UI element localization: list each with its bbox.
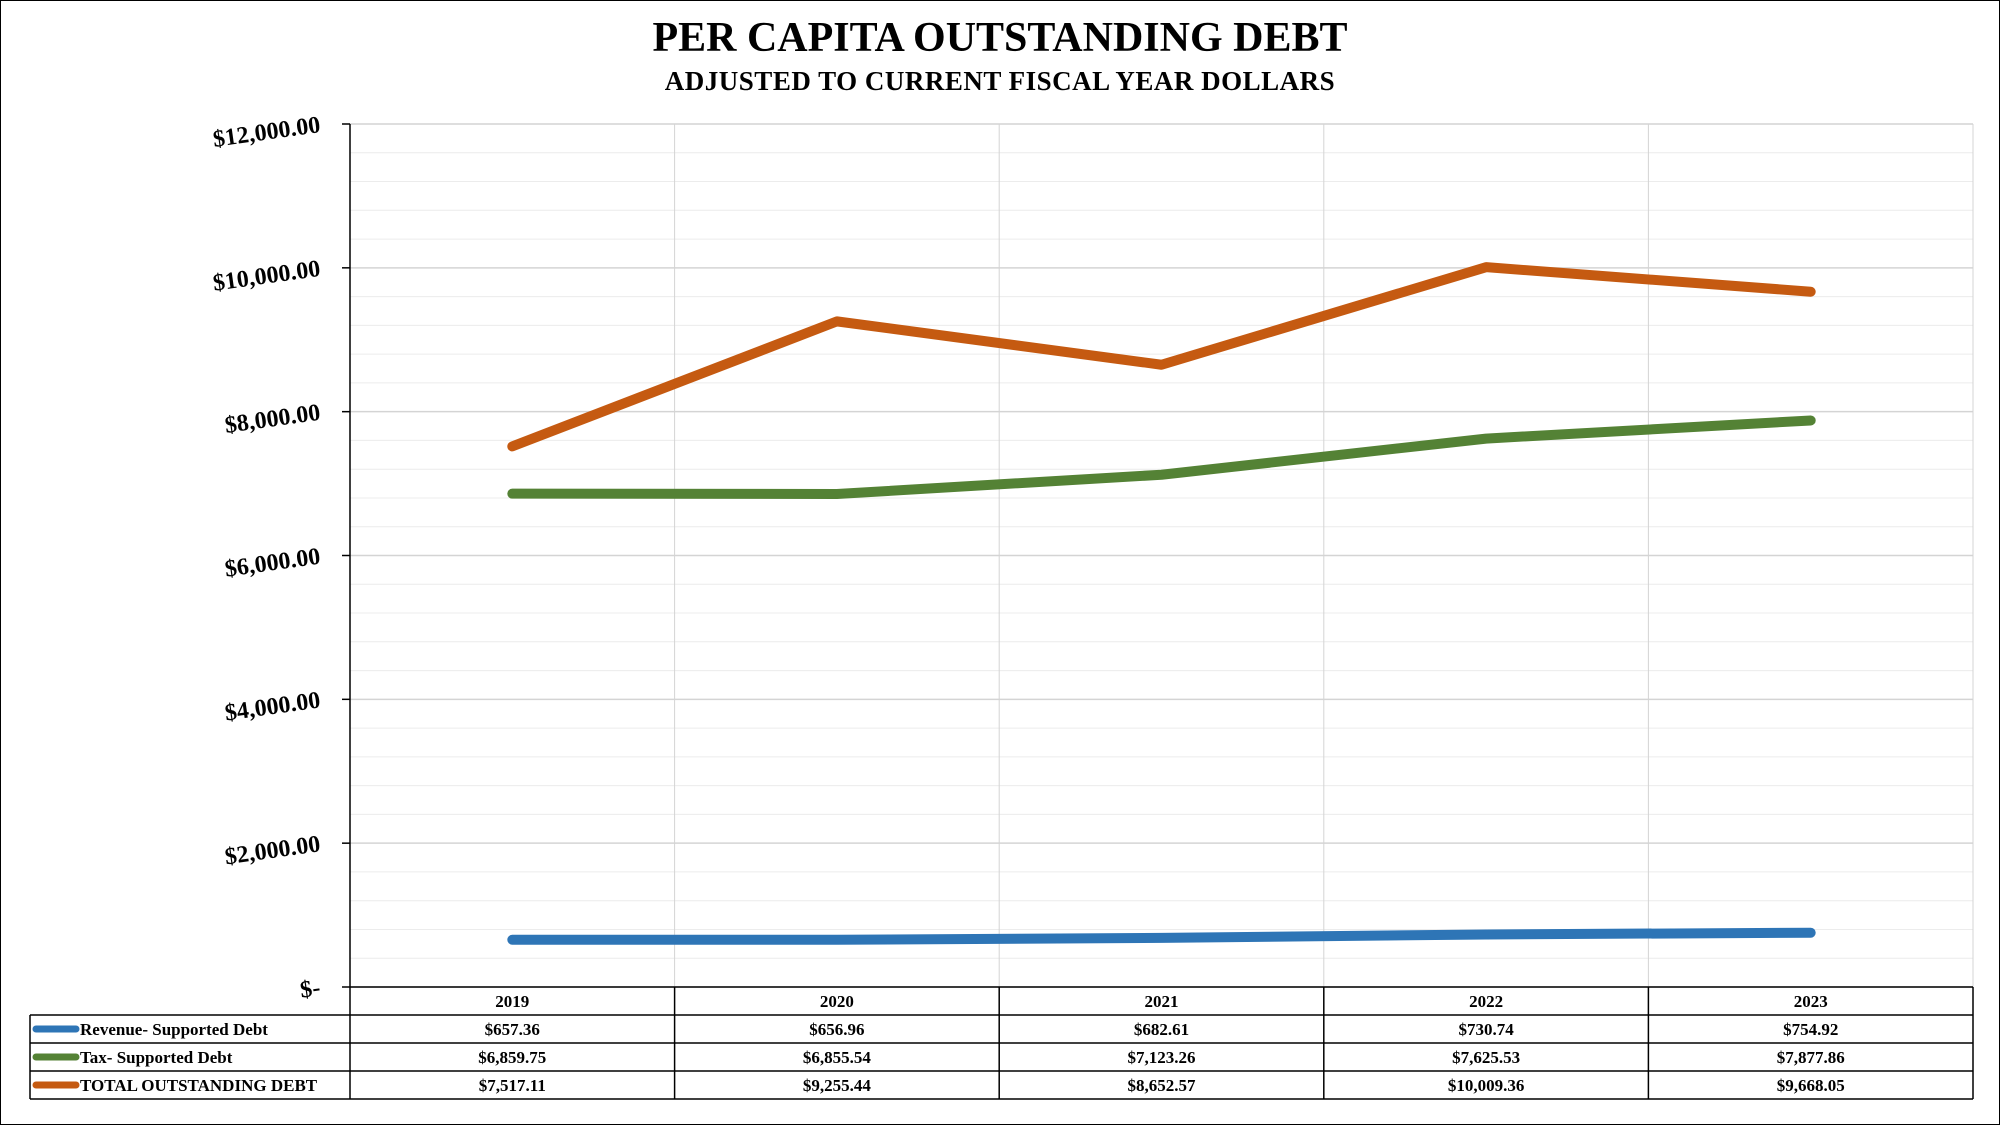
x-tick-label: 2023 xyxy=(1794,992,1828,1011)
x-tick-label: 2021 xyxy=(1145,992,1179,1011)
x-tick-label: 2020 xyxy=(820,992,854,1011)
gridlines xyxy=(350,123,1974,988)
table-cell-value: $6,859.75 xyxy=(478,1048,546,1067)
x-tick-label: 2022 xyxy=(1469,992,1503,1011)
series-lines xyxy=(507,262,1816,945)
x-tick-label: 2019 xyxy=(495,992,529,1011)
y-tick-label: $12,000.00 xyxy=(211,112,322,153)
table-cell-value: $7,877.86 xyxy=(1777,1048,1845,1067)
y-tick-label: $8,000.00 xyxy=(223,400,322,439)
table-cell-value: $682.61 xyxy=(1134,1020,1189,1039)
table-cell-value: $8,652.57 xyxy=(1128,1076,1197,1095)
table-cell-value: $9,255.44 xyxy=(803,1076,872,1095)
series-line xyxy=(507,262,1816,452)
y-tick-label: $6,000.00 xyxy=(223,544,322,583)
table-cell-value: $7,625.53 xyxy=(1452,1048,1520,1067)
series-line xyxy=(507,415,1816,499)
table-cell-value: $7,123.26 xyxy=(1128,1048,1196,1067)
table-cell-value: $657.36 xyxy=(485,1020,540,1039)
legend-label: TOTAL OUTSTANDING DEBT xyxy=(80,1076,318,1095)
table-cell-value: $656.96 xyxy=(809,1020,864,1039)
y-tick-label: $- xyxy=(299,975,322,1004)
table-cell-value: $7,517.11 xyxy=(479,1076,546,1095)
y-axis: $- $2,000.00 $4,000.00 $6,000.00 $8,000.00 $1… xyxy=(211,112,351,1004)
table-cell-value: $754.92 xyxy=(1783,1020,1838,1039)
legend-label: Revenue- Supported Debt xyxy=(80,1020,268,1039)
chart-title: PER CAPITA OUTSTANDING DEBT xyxy=(652,15,1348,61)
table-cell-value: $6,855.54 xyxy=(803,1048,872,1067)
table-cell-value: $9,668.05 xyxy=(1777,1076,1845,1095)
table-cell-value: $730.74 xyxy=(1458,1020,1514,1039)
chart-subtitle: ADJUSTED TO CURRENT FISCAL YEAR DOLLARS xyxy=(664,66,1336,96)
y-tick-label: $2,000.00 xyxy=(223,831,322,870)
y-tick-label: $4,000.00 xyxy=(223,687,322,726)
y-tick-label: $10,000.00 xyxy=(211,256,322,297)
series-line xyxy=(507,927,1816,945)
table-cell-value: $10,009.36 xyxy=(1448,1076,1525,1095)
data-table: 2019 2020 2021 2022 2023 Revenue- Supported D… xyxy=(29,986,1974,1100)
legend-label: Tax- Supported Debt xyxy=(80,1048,233,1067)
